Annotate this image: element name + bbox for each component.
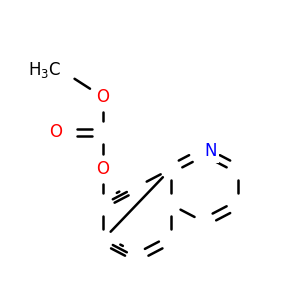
Text: O: O [96,160,110,178]
Text: O: O [96,88,110,106]
Text: H$_3$C: H$_3$C [28,61,62,80]
Text: O: O [96,88,110,106]
Text: O: O [49,123,62,141]
Text: N: N [205,142,217,160]
Text: O: O [96,160,110,178]
Text: O: O [49,123,62,141]
Text: N: N [205,142,217,160]
Text: H$_3$C: H$_3$C [28,61,62,80]
